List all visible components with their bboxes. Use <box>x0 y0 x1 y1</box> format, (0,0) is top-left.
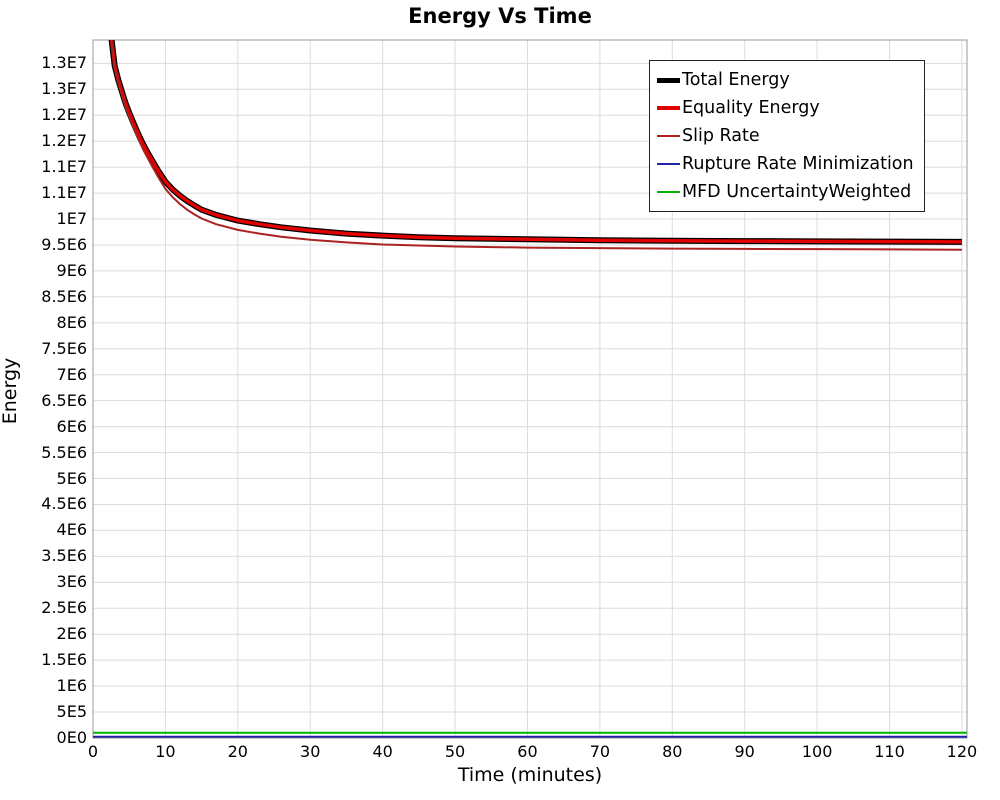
x-tick-label: 70 <box>589 742 611 761</box>
y-tick-label: 5E6 <box>56 468 87 488</box>
x-tick-label: 90 <box>734 742 755 761</box>
x-tick-label: 30 <box>300 742 321 761</box>
y-tick-label: 1.2E7 <box>41 105 87 125</box>
legend-label: Slip Rate <box>682 126 760 146</box>
legend-item-rupture-rate-minimization: Rupture Rate Minimization <box>657 150 914 178</box>
y-tick-label: 9E6 <box>56 260 87 280</box>
legend-item-mfd-uncertaintyweighted: MFD UncertaintyWeighted <box>657 178 914 206</box>
series-line-equality-energy <box>109 40 962 244</box>
x-tick-label: 20 <box>227 742 248 761</box>
x-tick-label: 60 <box>517 742 538 761</box>
y-tick-label: 4.5E6 <box>41 494 87 514</box>
y-tick-label: 5E5 <box>56 702 87 722</box>
x-tick-label: 50 <box>444 742 466 761</box>
y-tick-label: 4E6 <box>56 520 87 540</box>
y-axis-title: Energy <box>0 357 21 425</box>
legend-item-equality-energy: Equality Energy <box>657 94 914 122</box>
legend-label: Total Energy <box>682 70 790 90</box>
y-tick-label: 1E7 <box>56 209 87 229</box>
y-tick-label: 7E6 <box>56 364 87 384</box>
x-axis-title: Time (minutes) <box>457 764 603 786</box>
y-tick-label: 8E6 <box>56 312 87 332</box>
y-tick-label: 0E0 <box>56 728 87 747</box>
x-tick-label: 110 <box>874 742 905 761</box>
series-line-slip-rate <box>110 40 962 251</box>
legend-label: MFD UncertaintyWeighted <box>682 182 912 202</box>
x-tick-label: 40 <box>372 742 393 761</box>
y-tick-label: 5.5E6 <box>41 442 87 462</box>
y-tick-label: 8.5E6 <box>41 286 87 306</box>
legend-swatch-icon <box>657 77 680 83</box>
legend-item-slip-rate: Slip Rate <box>657 122 914 150</box>
legend-label: Equality Energy <box>682 98 820 118</box>
legend-swatch-icon <box>657 106 680 110</box>
legend-label: Rupture Rate Minimization <box>682 154 914 174</box>
y-tick-label: 9.5E6 <box>41 234 87 254</box>
y-tick-label: 6E6 <box>56 416 87 436</box>
y-tick-label: 3E6 <box>56 572 87 592</box>
y-tick-label: 1.1E7 <box>41 157 87 177</box>
y-tick-label: 1.1E7 <box>41 183 87 203</box>
y-tick-label: 1.5E6 <box>41 650 87 670</box>
legend-swatch-icon <box>657 191 680 193</box>
y-tick-label: 1E6 <box>56 676 87 696</box>
legend-swatch-icon <box>657 163 680 165</box>
x-tick-label: 0 <box>87 742 99 761</box>
chart-title: Energy Vs Time <box>408 4 592 28</box>
legend-swatch-icon <box>657 135 680 137</box>
legend-item-total-energy: Total Energy <box>657 66 914 94</box>
y-tick-label: 2.5E6 <box>41 598 87 618</box>
x-tick-label: 120 <box>946 742 978 761</box>
x-tick-label: 10 <box>155 742 176 761</box>
y-tick-label: 1.3E7 <box>41 79 87 99</box>
y-tick-label: 1.2E7 <box>41 131 87 151</box>
y-tick-label: 1.3E7 <box>41 53 87 73</box>
y-tick-label: 3.5E6 <box>41 546 87 566</box>
y-tick-label: 7.5E6 <box>41 338 87 358</box>
x-tick-label: 100 <box>801 742 833 761</box>
y-tick-label: 2E6 <box>56 624 87 644</box>
plot-border <box>92 39 968 739</box>
y-tick-label: 6.5E6 <box>41 390 87 410</box>
x-tick-label: 80 <box>662 742 683 761</box>
legend: Total Energy Equality Energy Slip Rate Rupt… <box>649 60 925 212</box>
